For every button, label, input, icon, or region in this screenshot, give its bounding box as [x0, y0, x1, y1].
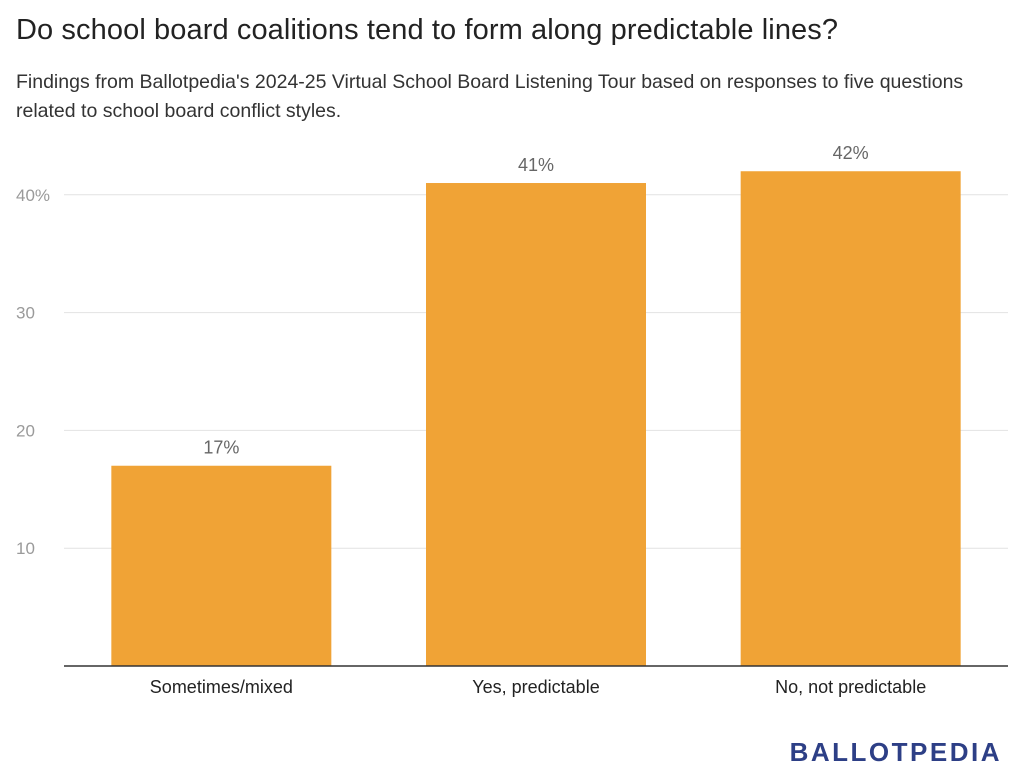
bars [111, 171, 961, 667]
data-labels: 17% 41% 42% [203, 143, 869, 458]
bar-2 [426, 183, 646, 666]
y-tick-label: 10 [16, 539, 35, 558]
chart-subtitle: Findings from Ballotpedia's 2024-25 Virt… [16, 71, 964, 122]
y-tick-label: 30 [16, 304, 35, 323]
x-axis-labels: Sometimes/mixed Yes, predictable No, not p… [150, 677, 926, 697]
data-label: 41% [518, 155, 554, 175]
category-label: Yes, predictable [472, 677, 599, 697]
bar-1 [111, 465, 332, 666]
y-axis-ticks: 10 20 30 40% [16, 186, 50, 558]
chart-title: Do school board coalitions tend to form … [16, 14, 839, 46]
data-label: 17% [203, 438, 239, 458]
bar-3 [740, 171, 961, 667]
data-label: 42% [833, 143, 869, 163]
ballotpedia-logo: BALLOTPEDIA [789, 737, 1002, 767]
category-label: Sometimes/mixed [150, 677, 293, 697]
y-tick-label: 20 [16, 421, 35, 440]
category-label: No, not predictable [775, 677, 926, 697]
y-tick-label: 40% [16, 186, 50, 205]
